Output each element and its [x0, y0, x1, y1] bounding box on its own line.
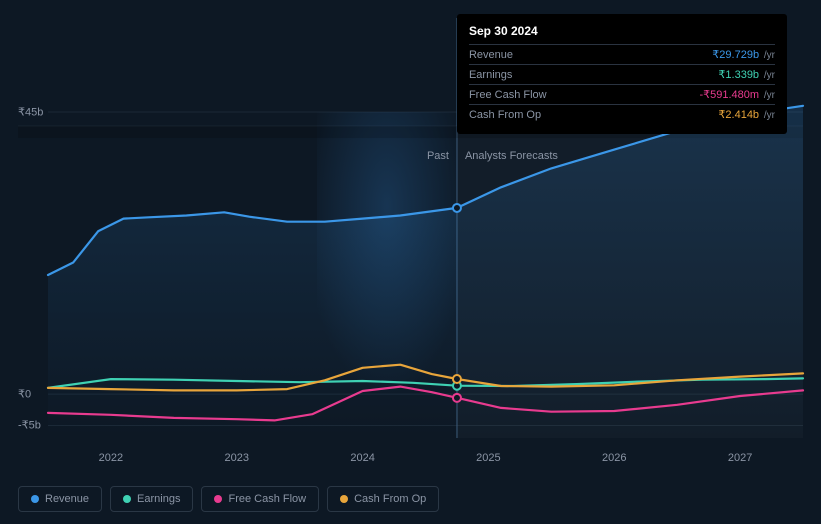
- tooltip-metric-label: Free Cash Flow: [469, 89, 547, 101]
- past-region-label: Past: [427, 150, 449, 162]
- tooltip-metric-label: Revenue: [469, 49, 513, 61]
- legend-label: Free Cash Flow: [228, 493, 306, 505]
- tooltip-row: Earnings ₹1.339b /yr: [469, 64, 775, 84]
- tooltip-metric-value: -₹591.480m /yr: [699, 88, 774, 101]
- legend-label: Earnings: [137, 493, 180, 505]
- y-axis-tick: -₹5b: [18, 419, 41, 432]
- legend-item[interactable]: Earnings: [110, 486, 193, 512]
- y-axis-tick: ₹0: [18, 388, 31, 401]
- tooltip-row: Free Cash Flow -₹591.480m /yr: [469, 84, 775, 104]
- legend-item[interactable]: Revenue: [18, 486, 102, 512]
- tooltip-row: Cash From Op ₹2.414b /yr: [469, 104, 775, 124]
- x-axis-tick: 2026: [602, 452, 626, 464]
- tooltip-metric-value: ₹2.414b /yr: [718, 108, 775, 121]
- x-axis-tick: 2022: [99, 452, 123, 464]
- tooltip-metric-label: Earnings: [469, 69, 512, 81]
- forecast-region-label: Analysts Forecasts: [465, 150, 558, 162]
- legend-dot-icon: [123, 495, 131, 503]
- legend-dot-icon: [340, 495, 348, 503]
- x-axis-tick: 2024: [350, 452, 374, 464]
- legend-item[interactable]: Free Cash Flow: [201, 486, 319, 512]
- x-axis-tick: 2025: [476, 452, 500, 464]
- tooltip-metric-label: Cash From Op: [469, 109, 541, 121]
- x-axis-tick: 2027: [728, 452, 752, 464]
- tooltip-metric-value: ₹29.729b /yr: [712, 48, 775, 61]
- chart-legend: Revenue Earnings Free Cash Flow Cash From O…: [18, 486, 439, 512]
- x-axis-tick: 2023: [225, 452, 249, 464]
- tooltip-row: Revenue ₹29.729b /yr: [469, 44, 775, 64]
- legend-dot-icon: [31, 495, 39, 503]
- financials-chart: ₹45b ₹0 -₹5b 2022 2023 2024 2025 2026 2027 Past…: [0, 0, 821, 524]
- legend-label: Cash From Op: [354, 493, 426, 505]
- legend-label: Revenue: [45, 493, 89, 505]
- hover-tooltip: Sep 30 2024 Revenue ₹29.729b /yr Earnings ₹…: [457, 14, 787, 134]
- tooltip-date: Sep 30 2024: [469, 24, 775, 38]
- tooltip-metric-value: ₹1.339b /yr: [718, 68, 775, 81]
- legend-item[interactable]: Cash From Op: [327, 486, 439, 512]
- y-axis-tick: ₹45b: [18, 106, 43, 119]
- legend-dot-icon: [214, 495, 222, 503]
